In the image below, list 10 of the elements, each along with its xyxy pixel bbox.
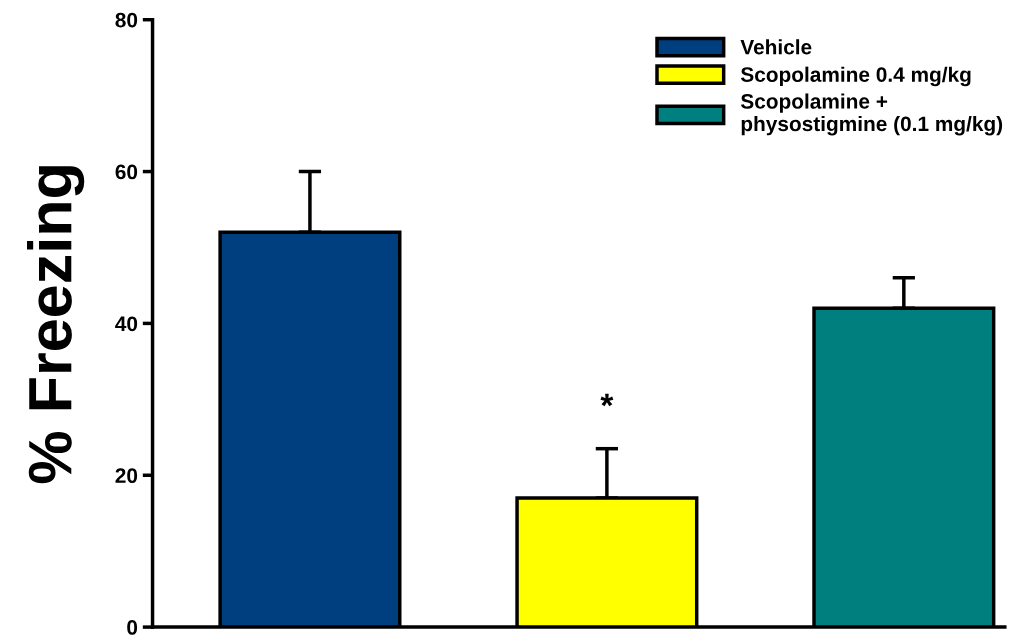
legend-label: Scopolamine 0.4 mg/kg — [740, 66, 971, 87]
y-axis-title: % Freezing — [27, 166, 85, 484]
legend-label: Vehicle — [740, 39, 812, 55]
y-tick-label: 20 — [115, 468, 138, 483]
y-tick-label: 80 — [115, 12, 138, 28]
legend-label: Scopolamine + physostigmine (0.1 mg/kg) — [740, 93, 1003, 136]
annotation: * — [600, 393, 614, 407]
y-tick-label: 0 — [127, 620, 138, 635]
y-tick-label: 60 — [115, 164, 138, 180]
y-tick-label: 40 — [115, 316, 138, 332]
